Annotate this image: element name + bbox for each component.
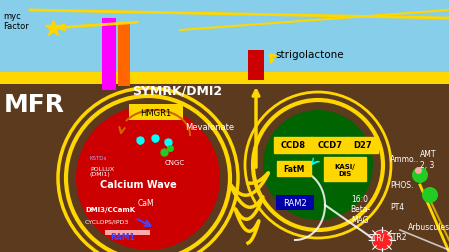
Circle shape [372, 230, 392, 250]
Circle shape [412, 167, 428, 183]
Text: Calcium Wave: Calcium Wave [100, 180, 177, 190]
Text: DMI3/CCamK: DMI3/CCamK [85, 207, 135, 213]
Circle shape [422, 187, 438, 203]
Text: CNGC: CNGC [165, 160, 185, 166]
Bar [248, 50, 264, 80]
Text: HMGR1: HMGR1 [141, 109, 172, 117]
Text: FatM: FatM [283, 165, 305, 173]
FancyBboxPatch shape [129, 104, 183, 120]
FancyBboxPatch shape [324, 157, 366, 181]
Bar [0, 72, 449, 84]
Text: MFR: MFR [4, 93, 65, 117]
Text: CCD8: CCD8 [281, 142, 305, 150]
Text: STR2: STR2 [388, 234, 408, 242]
Text: SYMRK/DMI2: SYMRK/DMI2 [132, 84, 222, 98]
Text: POLLUX
(DMI1): POLLUX (DMI1) [90, 167, 114, 177]
Text: RAM1: RAM1 [110, 233, 135, 241]
Text: Arbuscules: Arbuscules [408, 224, 449, 233]
Text: CYCLOPS/IPD3: CYCLOPS/IPD3 [85, 219, 129, 225]
Bar [105, 230, 150, 235]
Text: strigolactone: strigolactone [275, 50, 343, 60]
Text: CaM: CaM [138, 199, 154, 207]
Text: PT4: PT4 [390, 203, 404, 211]
Text: D27: D27 [354, 142, 372, 150]
Text: KASI/
DIS: KASI/ DIS [335, 164, 355, 176]
Text: myc
Factor: myc Factor [3, 12, 29, 32]
FancyBboxPatch shape [348, 137, 378, 153]
Text: Mevalonate: Mevalonate [185, 123, 234, 133]
Circle shape [263, 110, 373, 220]
Text: STR/: STR/ [368, 234, 385, 242]
Text: RAM2: RAM2 [283, 199, 307, 207]
FancyBboxPatch shape [311, 137, 349, 153]
Text: 16:0
Beta-
MAG: 16:0 Beta- MAG [350, 195, 370, 225]
Text: PHOS.: PHOS. [390, 180, 414, 190]
Text: KSTDs: KSTDs [90, 155, 107, 161]
FancyBboxPatch shape [276, 195, 314, 210]
Bar [0, 0, 449, 76]
FancyBboxPatch shape [274, 137, 312, 153]
Text: CCD7: CCD7 [317, 142, 343, 150]
Text: AMT
2, 3: AMT 2, 3 [420, 150, 436, 170]
FancyBboxPatch shape [277, 161, 311, 176]
Bar [118, 24, 130, 86]
Bar [102, 18, 116, 90]
Circle shape [76, 106, 220, 250]
Text: Ammo..: Ammo.. [390, 155, 419, 165]
